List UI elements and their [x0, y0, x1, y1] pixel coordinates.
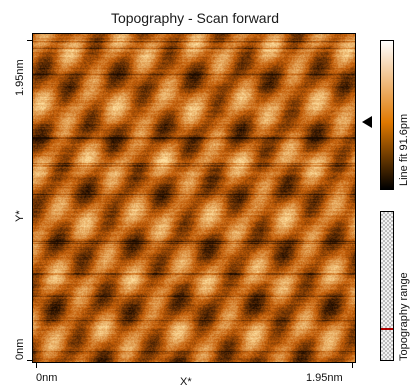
x-axis-min-label: 0nm [36, 372, 58, 384]
y-tick-bottom [27, 360, 32, 361]
line-marker-triangle-icon[interactable] [362, 116, 372, 128]
topography-range-bar[interactable] [380, 211, 394, 361]
x-axis-max-label: 1.95nm [306, 372, 343, 384]
color-scale-bar [380, 40, 394, 190]
x-axis-label: X* [180, 376, 192, 388]
range-label: Topography range [398, 272, 410, 361]
y-axis-min-label: 0nm [14, 338, 26, 360]
y-tick-top [27, 40, 32, 41]
topography-scan-image[interactable] [32, 33, 356, 363]
colorbar-label: Line fit 91.6pm [398, 113, 410, 186]
y-axis-max-label: 1.95nm [14, 59, 26, 96]
range-marker[interactable] [381, 328, 393, 330]
y-axis-label: Y* [14, 210, 26, 222]
x-tick-right [352, 363, 353, 368]
scan-canvas[interactable] [33, 34, 355, 362]
x-tick-left [36, 363, 37, 368]
window-title: Topography - Scan forward [110, 10, 280, 26]
